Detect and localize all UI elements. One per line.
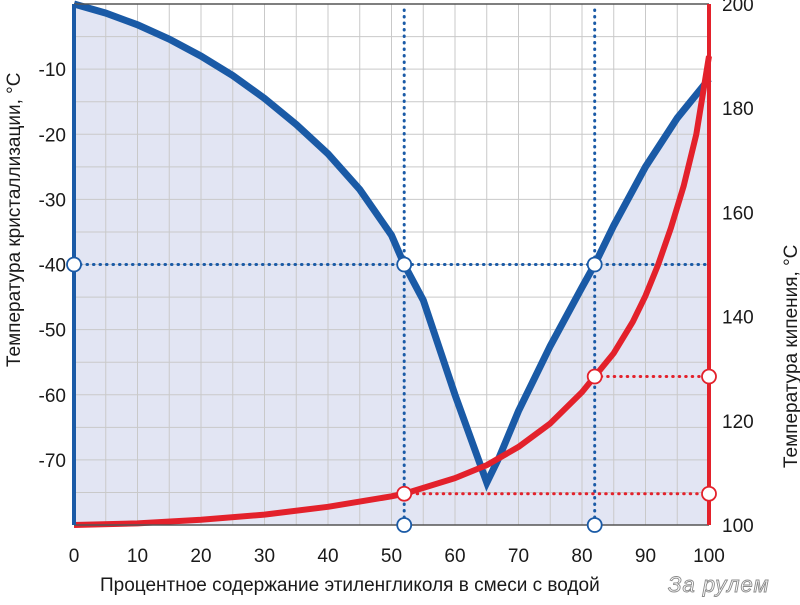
marker-circle [396,517,413,533]
x-tick-label: 10 [127,546,148,567]
x-tick-label: 0 [69,546,80,567]
x-tick-label: 30 [254,546,275,567]
x-tick-label: 90 [635,546,656,567]
tick-layer: 0 10 20 30 40 50 60 70 80 90 100 -10 -20 -30 -40 -50 -60… [39,0,754,567]
y-left-tick-label: -30 [39,190,66,211]
x-tick-label: 100 [693,546,725,567]
x-tick-label: 70 [508,546,529,567]
marker-circle [396,485,413,502]
x-tick-label: 40 [317,546,338,567]
y-left-tick-label: -40 [39,256,66,277]
y-right-tick-label: 160 [722,203,754,224]
y-axis-right-label: Температура кипения, °С [781,245,800,468]
axes-layer [72,3,711,526]
marker-layer [66,256,717,533]
boiling-point-curve [73,55,712,528]
marker-circle [66,256,82,273]
x-tick-label: 60 [444,546,465,567]
x-tick-label: 20 [190,546,211,567]
y-right-tick-label: 100 [722,516,754,537]
y-right-tick-label: 120 [722,412,754,433]
y-left-tick-label: -60 [39,386,66,407]
marker-circle [586,517,603,533]
marker-circle [586,368,603,385]
y-left-tick-label: -70 [39,451,66,472]
marker-circle [586,256,603,273]
watermark-logo: За рулем [668,572,770,597]
y-right-tick-label: 200 [722,0,754,16]
x-tick-label: 80 [571,546,592,567]
y-axis-left-label: Температура кристаллизации, °С [4,73,25,367]
y-right-tick-label: 180 [722,99,754,120]
marker-circle [396,256,413,273]
y-left-tick-label: -20 [39,125,66,146]
y-left-tick-label: -50 [39,321,66,342]
y-left-tick-label: -10 [39,60,66,81]
marker-circle [701,485,717,502]
x-tick-label: 50 [381,546,402,567]
y-right-tick-label: 140 [722,308,754,329]
guide-layer [72,8,711,527]
marker-circle [701,368,717,385]
x-axis-label: Процентное содержание этиленгликоля в см… [100,575,600,596]
